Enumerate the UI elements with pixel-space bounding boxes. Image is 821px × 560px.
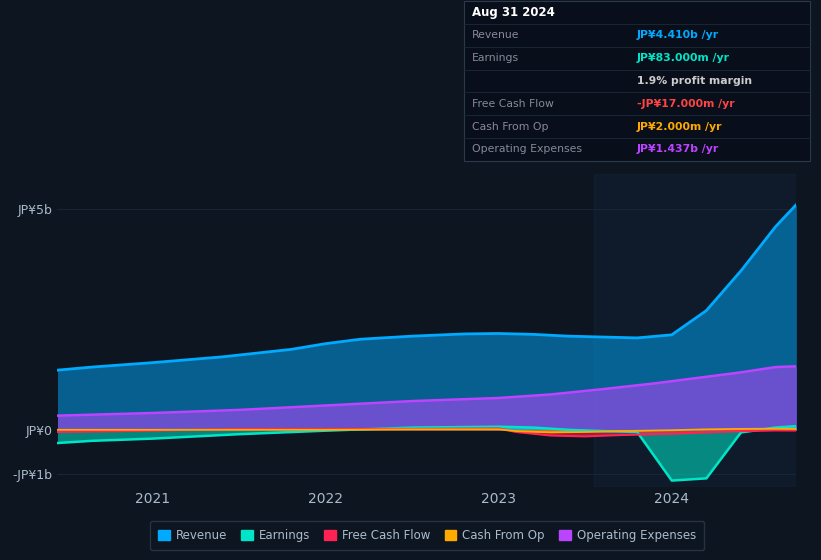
Text: Revenue: Revenue (472, 30, 520, 40)
Bar (594, 174, 796, 487)
Text: JP¥1.437b /yr: JP¥1.437b /yr (637, 144, 719, 155)
Text: Cash From Op: Cash From Op (472, 122, 548, 132)
Text: 1.9% profit margin: 1.9% profit margin (637, 76, 752, 86)
Text: -JP¥17.000m /yr: -JP¥17.000m /yr (637, 99, 735, 109)
Text: JP¥4.410b /yr: JP¥4.410b /yr (637, 30, 719, 40)
Text: Aug 31 2024: Aug 31 2024 (472, 6, 555, 19)
Text: Operating Expenses: Operating Expenses (472, 144, 582, 155)
Text: Free Cash Flow: Free Cash Flow (472, 99, 554, 109)
Legend: Revenue, Earnings, Free Cash Flow, Cash From Op, Operating Expenses: Revenue, Earnings, Free Cash Flow, Cash … (149, 521, 704, 550)
Text: JP¥2.000m /yr: JP¥2.000m /yr (637, 122, 722, 132)
Text: Earnings: Earnings (472, 53, 519, 63)
Text: JP¥83.000m /yr: JP¥83.000m /yr (637, 53, 730, 63)
